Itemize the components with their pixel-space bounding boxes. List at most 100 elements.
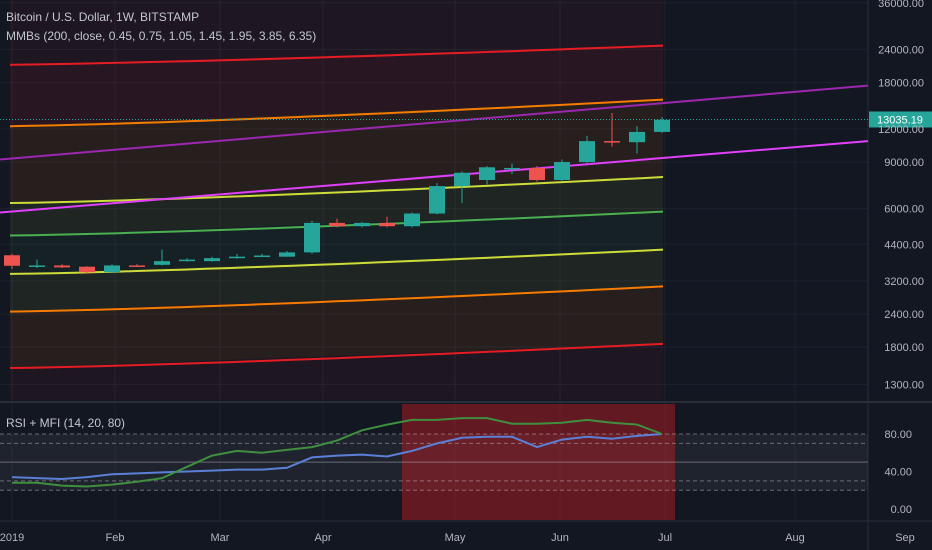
- price-tick-label: 2400.00: [884, 309, 924, 321]
- rsi-tick-label: 80.00: [884, 429, 912, 441]
- candle: [54, 264, 70, 268]
- rsi-mfi-legend[interactable]: RSI + MFI (14, 20, 80): [6, 416, 126, 430]
- candle: [579, 135, 595, 164]
- candle: [504, 163, 520, 175]
- time-tick-label: Aug: [785, 532, 805, 544]
- candle-body: [129, 265, 145, 267]
- candle: [279, 251, 295, 257]
- magenta-trend-line: [0, 140, 869, 214]
- time-tick-label: Mar: [211, 532, 230, 544]
- candle: [654, 117, 670, 133]
- candle-body: [154, 261, 170, 265]
- candle-body: [629, 131, 645, 143]
- candle-body: [304, 222, 320, 253]
- candle-body: [429, 186, 445, 214]
- price-tick-label: 18000.00: [878, 77, 924, 89]
- rsi-tick-label: 40.00: [884, 467, 912, 479]
- candle-body: [354, 222, 370, 227]
- band-zone: [10, 211, 663, 274]
- rsi-tick-label: 0.00: [891, 504, 912, 516]
- candle: [104, 264, 120, 274]
- last-price-line: 13035.19: [0, 111, 932, 128]
- band-zone: [10, 0, 663, 65]
- candle-body: [254, 255, 270, 258]
- time-tick-label: 2019: [0, 532, 24, 544]
- time-tick-label: Jun: [551, 532, 569, 544]
- orange-upper-line: [9, 98, 664, 128]
- orange-lower-line: [9, 285, 664, 313]
- last-price-tag: [869, 111, 932, 128]
- price-axis[interactable]: 1300.00 1800.00 2400.00 3200.00 4400.00 6000.…: [878, 0, 924, 516]
- band-zone: [10, 45, 663, 127]
- candle: [379, 216, 395, 228]
- candle-body: [104, 265, 120, 273]
- price-tick-label: 4400.00: [884, 239, 924, 251]
- candle: [254, 253, 270, 258]
- candle-body: [604, 141, 620, 143]
- candle: [329, 218, 345, 228]
- candle: [429, 183, 445, 215]
- time-tick-label: May: [445, 532, 466, 544]
- price-tick-label: 36000.00: [878, 0, 924, 10]
- price-tick-label: 3200.00: [884, 276, 924, 288]
- band-zone: [10, 99, 663, 204]
- candle: [404, 212, 420, 228]
- candles: [4, 112, 670, 274]
- candle-body: [579, 141, 595, 163]
- candle: [454, 171, 470, 204]
- last-price-label: 13035.19: [877, 114, 923, 126]
- candle-body: [529, 167, 545, 180]
- candle: [304, 220, 320, 254]
- candle-body: [654, 119, 670, 132]
- candle-body: [4, 255, 20, 266]
- time-tick-label: Feb: [106, 532, 125, 544]
- price-tick-label: 12000.00: [878, 124, 924, 136]
- candle: [204, 256, 220, 262]
- price-tick-label: 24000.00: [878, 44, 924, 56]
- price-tick-label: 9000.00: [884, 157, 924, 169]
- candle: [479, 165, 495, 185]
- candle-body: [554, 162, 570, 180]
- mfi-line: [12, 417, 663, 488]
- red-lower-line: [9, 342, 664, 369]
- candle-body: [329, 222, 345, 227]
- candle: [604, 112, 620, 147]
- candle: [29, 259, 45, 268]
- price-tick-label: 6000.00: [884, 204, 924, 216]
- candle-body: [29, 265, 45, 267]
- symbol-legend[interactable]: Bitcoin / U.S. Dollar, 1W, BITSTAMP: [6, 10, 200, 24]
- candle: [529, 165, 545, 182]
- rsi-line: [11, 433, 663, 481]
- candle-body: [79, 266, 95, 273]
- candle-body: [204, 258, 220, 262]
- mmbs-legend[interactable]: MMBs (200, close, 0.45, 0.75, 1.05, 1.45…: [6, 29, 317, 43]
- trend-lines: [0, 84, 869, 214]
- candle: [354, 221, 370, 228]
- candle: [129, 264, 145, 267]
- candle-body: [479, 167, 495, 180]
- candle: [629, 126, 645, 154]
- band-zone: [10, 343, 663, 400]
- candle: [229, 253, 245, 259]
- band-zone: [10, 249, 663, 312]
- candle-body: [404, 213, 420, 227]
- candle: [554, 159, 570, 182]
- candle: [179, 258, 195, 262]
- candle-body: [179, 259, 195, 262]
- price-tick-label: 1800.00: [884, 342, 924, 354]
- candle-body: [504, 167, 520, 170]
- candle: [4, 253, 20, 269]
- indicator-pane: [0, 404, 868, 520]
- time-axis[interactable]: 2019 Feb Mar Apr May Jun Jul Aug Sep: [0, 532, 915, 544]
- purple-trend-line: [0, 84, 869, 161]
- candle-body: [379, 222, 395, 227]
- price-tick-label: 1300.00: [884, 379, 924, 391]
- time-tick-label: Sep: [895, 532, 915, 544]
- red-upper-line: [9, 44, 664, 66]
- candle-body: [279, 252, 295, 257]
- candle-body: [454, 172, 470, 187]
- candle-body: [229, 256, 245, 259]
